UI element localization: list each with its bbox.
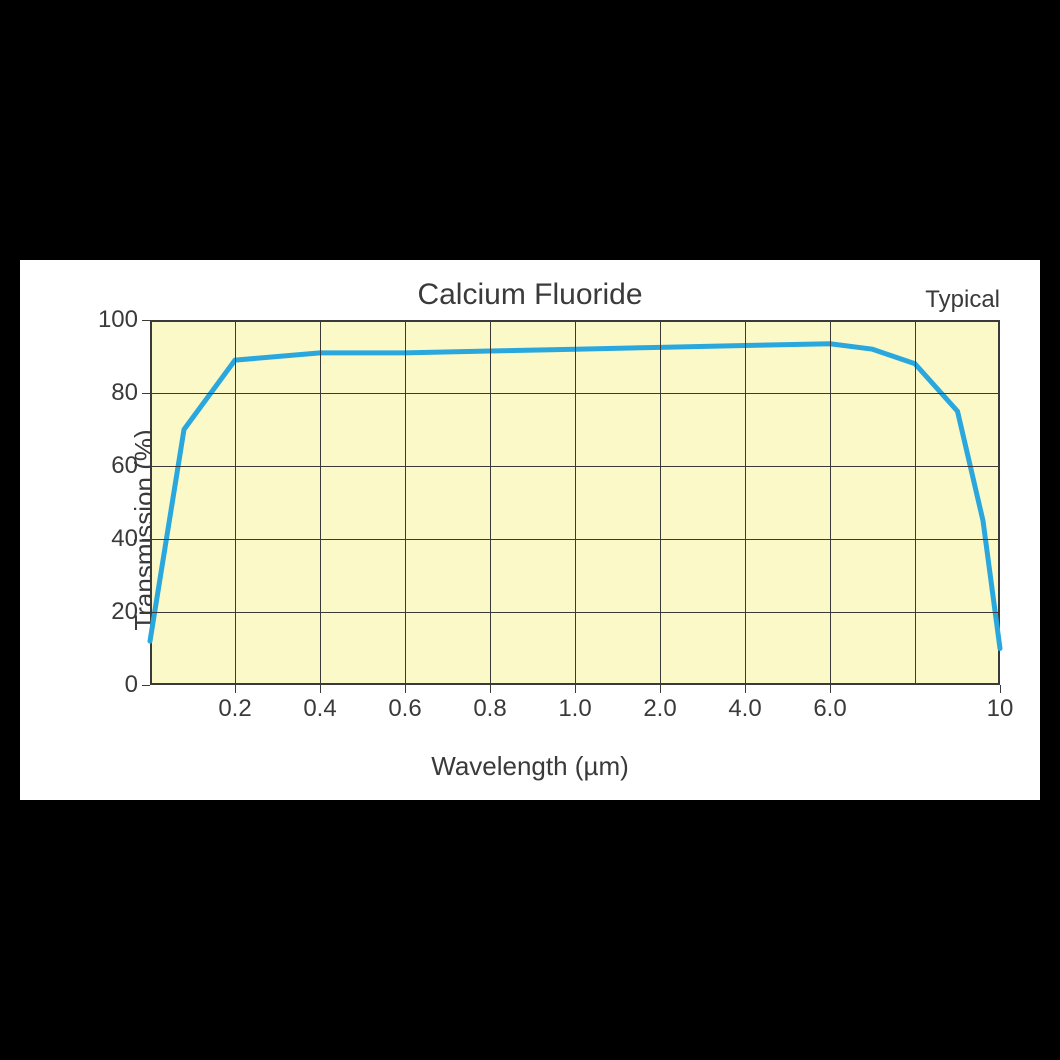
chart-title: Calcium Fluoride: [417, 278, 642, 312]
gridline-v: [915, 320, 916, 685]
tick-mark-x: [320, 685, 321, 693]
gridline-v: [575, 320, 576, 685]
y-tick-label: 40: [111, 525, 138, 553]
tick-mark-x: [575, 685, 576, 693]
x-tick-label: 4.0: [728, 695, 761, 723]
tick-mark-x: [660, 685, 661, 693]
tick-mark-y: [142, 466, 150, 467]
plot-area: 0204060801000.20.40.60.81.02.04.06.010: [150, 320, 1000, 685]
x-tick-label: 0.6: [388, 695, 421, 723]
chart-wrap: Calcium Fluoride Typical Transmission (%…: [20, 260, 1040, 800]
y-tick-label: 80: [111, 379, 138, 407]
x-tick-label: 6.0: [813, 695, 846, 723]
tick-mark-x: [745, 685, 746, 693]
x-tick-label: 0.4: [303, 695, 336, 723]
tick-mark-x: [235, 685, 236, 693]
gridline-v: [490, 320, 491, 685]
tick-mark-x: [830, 685, 831, 693]
tick-mark-x: [1000, 685, 1001, 693]
tick-mark-y: [142, 539, 150, 540]
y-tick-label: 20: [111, 598, 138, 626]
tick-mark-y: [142, 612, 150, 613]
tick-mark-y: [142, 320, 150, 321]
chart-subtitle: Typical: [925, 286, 1000, 314]
y-tick-label: 0: [125, 671, 138, 699]
y-tick-label: 60: [111, 452, 138, 480]
tick-mark-y: [142, 685, 150, 686]
x-tick-label: 1.0: [558, 695, 591, 723]
x-tick-label: 0.8: [473, 695, 506, 723]
x-axis-label: Wavelength (µm): [431, 751, 629, 782]
x-tick-label: 0.2: [218, 695, 251, 723]
gridline-v: [660, 320, 661, 685]
x-tick-label: 10: [987, 695, 1014, 723]
gridline-v: [320, 320, 321, 685]
x-tick-label: 2.0: [643, 695, 676, 723]
gridline-v: [405, 320, 406, 685]
gridline-v: [830, 320, 831, 685]
gridline-v: [745, 320, 746, 685]
chart-panel: Calcium Fluoride Typical Transmission (%…: [20, 260, 1040, 800]
tick-mark-y: [142, 393, 150, 394]
y-tick-label: 100: [98, 306, 138, 334]
tick-mark-x: [405, 685, 406, 693]
tick-mark-x: [490, 685, 491, 693]
gridline-v: [235, 320, 236, 685]
